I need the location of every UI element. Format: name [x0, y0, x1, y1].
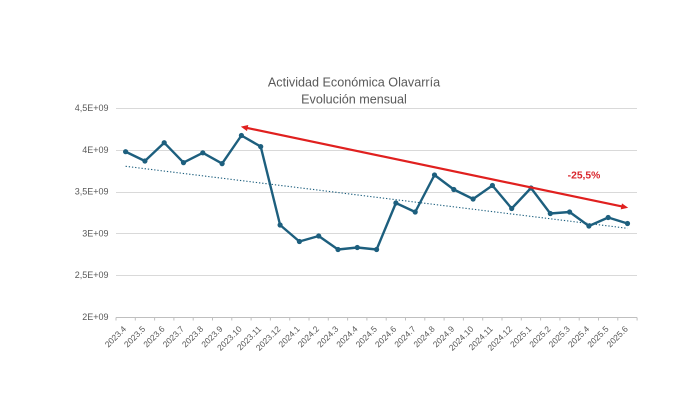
svg-text:Actividad Económica Olavarría: Actividad Económica Olavarría	[268, 76, 440, 90]
svg-text:2E+09: 2E+09	[82, 312, 108, 322]
svg-text:2,5E+09: 2,5E+09	[75, 270, 109, 280]
svg-text:Evolución mensual: Evolución mensual	[301, 93, 407, 107]
svg-text:4,5E+09: 4,5E+09	[75, 103, 109, 113]
svg-text:4E+09: 4E+09	[82, 145, 108, 155]
svg-text:3E+09: 3E+09	[82, 228, 108, 238]
svg-text:-25,5%: -25,5%	[568, 171, 601, 182]
svg-text:3,5E+09: 3,5E+09	[75, 187, 109, 197]
